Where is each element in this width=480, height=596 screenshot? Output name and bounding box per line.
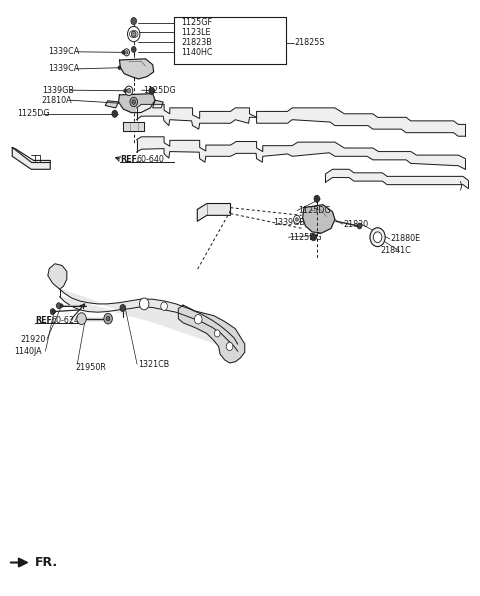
Circle shape [50, 309, 55, 315]
Polygon shape [153, 100, 163, 108]
Text: 1339CA: 1339CA [48, 47, 79, 56]
Circle shape [106, 316, 110, 321]
Text: 21810A: 21810A [42, 96, 72, 105]
Circle shape [373, 232, 382, 243]
Circle shape [122, 51, 125, 54]
Text: 21950R: 21950R [75, 363, 106, 372]
Text: ): ) [458, 181, 462, 191]
Circle shape [149, 87, 155, 94]
Polygon shape [197, 203, 230, 221]
Circle shape [132, 31, 136, 37]
Circle shape [294, 215, 300, 224]
Circle shape [226, 342, 233, 350]
Circle shape [130, 97, 137, 107]
Circle shape [314, 195, 320, 203]
Text: REF.: REF. [35, 316, 54, 325]
Text: 21880E: 21880E [391, 234, 421, 243]
Circle shape [296, 218, 299, 221]
Polygon shape [137, 104, 466, 136]
Circle shape [125, 86, 133, 95]
Text: 1339CA: 1339CA [48, 64, 79, 73]
Circle shape [161, 302, 168, 311]
Polygon shape [119, 94, 155, 113]
Circle shape [132, 46, 136, 52]
Circle shape [357, 223, 362, 229]
Circle shape [124, 49, 130, 56]
Circle shape [132, 100, 136, 104]
Circle shape [311, 234, 316, 241]
Polygon shape [302, 204, 335, 233]
Text: REF.: REF. [120, 155, 139, 164]
Circle shape [118, 66, 121, 70]
Polygon shape [123, 122, 144, 132]
Text: 1125DG: 1125DG [17, 109, 49, 118]
Text: 21920: 21920 [21, 335, 46, 344]
Text: 1125GF: 1125GF [181, 18, 212, 27]
Polygon shape [48, 264, 67, 289]
Text: 21841C: 21841C [380, 246, 411, 255]
Circle shape [112, 110, 118, 117]
Polygon shape [12, 147, 50, 169]
Text: FR.: FR. [35, 556, 58, 569]
Text: 1339GB: 1339GB [273, 218, 305, 227]
Polygon shape [120, 59, 154, 79]
Text: 21830: 21830 [343, 220, 369, 229]
Circle shape [131, 17, 137, 24]
Polygon shape [60, 289, 238, 351]
Text: 1125DG: 1125DG [143, 86, 175, 95]
Text: 1339GB: 1339GB [42, 86, 73, 95]
Circle shape [77, 313, 86, 325]
Text: 1125DG: 1125DG [298, 206, 331, 215]
Text: 1123LE: 1123LE [181, 28, 211, 37]
Circle shape [194, 315, 202, 324]
Circle shape [56, 303, 61, 309]
Circle shape [120, 305, 126, 312]
Circle shape [125, 51, 128, 54]
Text: 1321CB: 1321CB [138, 359, 169, 369]
Polygon shape [325, 169, 468, 188]
Circle shape [139, 298, 149, 310]
Circle shape [370, 228, 385, 247]
Circle shape [60, 304, 63, 308]
Circle shape [104, 313, 112, 324]
Text: 1125DG: 1125DG [289, 232, 322, 242]
Text: 1140JA: 1140JA [14, 347, 42, 356]
Circle shape [53, 310, 56, 313]
Circle shape [127, 88, 131, 93]
Text: 21825S: 21825S [295, 38, 325, 48]
Polygon shape [105, 101, 119, 108]
Text: 21823B: 21823B [181, 38, 212, 47]
Text: 60-640: 60-640 [137, 155, 165, 164]
Text: 1140HC: 1140HC [181, 48, 213, 57]
Circle shape [128, 26, 140, 42]
Polygon shape [179, 305, 245, 363]
Circle shape [124, 89, 127, 92]
Text: 60-624: 60-624 [51, 316, 79, 325]
Polygon shape [137, 137, 466, 169]
Circle shape [215, 330, 220, 337]
